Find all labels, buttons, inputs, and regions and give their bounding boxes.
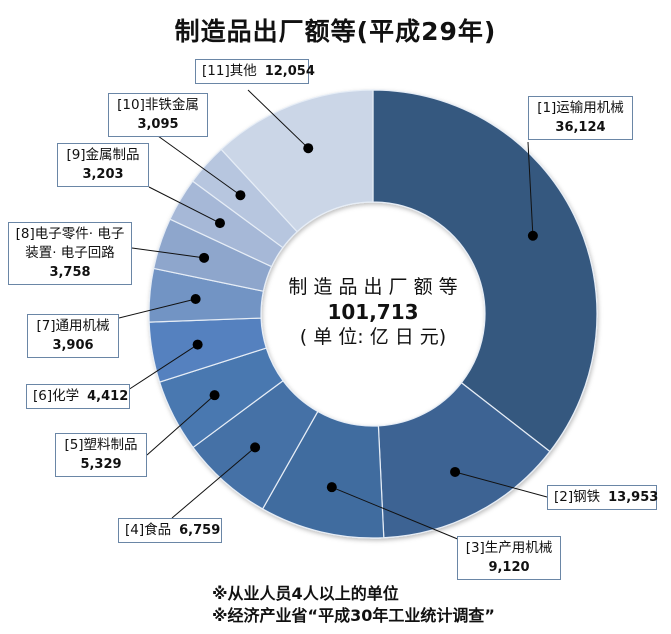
label-value: 13,953: [608, 490, 659, 505]
data-point-marker: [209, 390, 220, 401]
label-name: [8]电子零件· 电子: [15, 226, 125, 242]
footnote-2: ※经济产业省“平成30年工业统计调查”: [212, 606, 495, 625]
label-plastics: [5]塑料制品 5,329: [55, 433, 147, 477]
footnote-1: ※从业人员4人以上的单位: [212, 584, 399, 603]
data-point-marker: [250, 442, 261, 453]
center-total: 101,713: [327, 300, 419, 324]
leader-line: [157, 135, 241, 196]
data-point-marker: [199, 252, 210, 263]
label-name: [7]通用机械: [36, 318, 110, 334]
label-name-line2: 装置· 电子回路: [25, 245, 115, 261]
donut-center-text: 制 造 品 出 厂 额 等 101,713 ( 单 位: 亿 日 元): [273, 275, 473, 350]
label-value: 9,120: [488, 560, 530, 575]
label-name: [11]其他: [202, 63, 257, 79]
donut-slice: [220, 89, 374, 233]
label-other: [11]其他 12,054: [195, 59, 315, 84]
label-production-machinery: [3]生产用机械 9,120: [457, 536, 561, 580]
label-nonferrous-metals: [10]非铁金属 3,095: [108, 93, 208, 137]
footnotes: ※从业人员4人以上的单位 ※经济产业省“平成30年工业统计调查”: [212, 583, 495, 627]
leader-line: [331, 486, 461, 541]
label-name: [4]食品: [125, 522, 172, 538]
label-value: 12,054: [264, 64, 315, 79]
label-food: [4]食品 6,759: [118, 518, 222, 543]
leader-lines: [118, 89, 548, 541]
data-point-marker: [192, 339, 203, 350]
label-name: [1]运输用机械: [537, 100, 624, 116]
data-point-marker: [326, 482, 337, 493]
label-transport-machinery: [1]运输用机械 36,124: [528, 96, 633, 140]
label-value: 3,095: [137, 117, 179, 132]
label-general-machinery: [7]通用机械 3,906: [27, 314, 119, 358]
data-point-marker: [527, 230, 538, 241]
label-value: 5,329: [80, 457, 122, 472]
label-steel: [2]钢铁 13,953: [547, 485, 659, 510]
donut-slice: [377, 381, 551, 539]
label-value: 3,906: [52, 338, 94, 353]
label-electronics: [8]电子零件· 电子 装置· 电子回路 3,758: [8, 222, 132, 285]
label-name: [5]塑料制品: [64, 437, 138, 453]
leader-line: [131, 247, 205, 259]
label-chemical: [6]化学 4,412: [26, 384, 130, 409]
donut-slice: [372, 89, 598, 453]
leader-line: [148, 186, 221, 224]
label-name: [10]非铁金属: [117, 97, 199, 113]
label-name: [9]金属制品: [66, 147, 140, 163]
center-unit: ( 单 位: 亿 日 元): [299, 326, 447, 348]
leader-line: [527, 141, 534, 236]
label-value: 4,412: [87, 389, 129, 404]
label-value: 36,124: [555, 120, 606, 135]
data-point-marker: [450, 466, 461, 477]
leader-line: [171, 446, 256, 519]
data-point-marker: [303, 143, 314, 154]
leader-line: [146, 394, 215, 456]
data-point-marker: [190, 294, 201, 305]
label-name: [2]钢铁: [554, 489, 601, 505]
label-value: 3,758: [49, 265, 91, 280]
data-point-marker: [235, 190, 246, 201]
label-value: 6,759: [179, 523, 221, 538]
center-title: 制 造 品 出 厂 额 等: [288, 276, 458, 298]
label-value: 3,203: [82, 167, 124, 182]
label-name: [6]化学: [33, 388, 80, 404]
leader-line: [118, 298, 196, 319]
leader-line: [247, 89, 309, 149]
data-point-marker: [214, 218, 225, 229]
label-name: [3]生产用机械: [465, 540, 553, 556]
label-metal-products: [9]金属制品 3,203: [57, 143, 149, 187]
chart-title: 制造品出厂额等(平成29年): [174, 17, 497, 46]
leader-line: [127, 344, 198, 391]
leader-line: [454, 471, 548, 498]
